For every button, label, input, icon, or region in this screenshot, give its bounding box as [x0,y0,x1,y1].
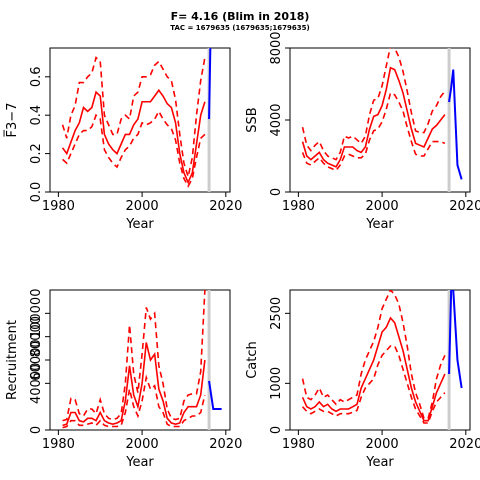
panel-ssb: 1980 2000 2020 0 4000 8000 Year SSB [245,31,480,232]
plot-frame [49,47,231,193]
x-tick-label: 2000 [126,199,159,214]
series-upper [301,48,446,161]
x-tick-label: 2020 [449,437,480,452]
y-tick-label: 2500 [269,297,284,330]
y-tick-label: 80000 [29,316,44,357]
x-axis-label: Year [125,217,154,232]
x-axis-label: Year [365,217,394,232]
x-tick-label: 1980 [282,199,315,214]
y-tick-label: 0.6 [29,66,44,87]
figure-subtitle: TAC = 1679635 (1679635;1679635) [170,24,309,32]
x-tick-label: 1980 [42,199,75,214]
series-projection [208,48,212,120]
series-upper [301,290,446,420]
series-upper [62,290,206,422]
x-axis-label: Year [125,455,154,470]
series-median [61,88,206,185]
y-tick-label: 0.0 [29,182,44,203]
y-axis-label: F̅3−7 [4,103,20,138]
x-tick-label: 2000 [366,437,399,452]
x-tick-label: 2020 [209,437,242,452]
series-lower [301,91,446,172]
series-group [301,290,463,424]
panel-fbar: 1980 2000 2020 0.0 0.2 0.4 0.6 Year F̅3−7 [4,47,242,232]
x-tick-label: 2020 [449,199,480,214]
series-lower [62,374,206,429]
y-axis-label: Catch [245,341,260,379]
series-group [61,48,212,188]
series-group [301,48,463,180]
x-tick-label: 2020 [209,199,242,214]
y-tick-label: 60000 [29,339,44,380]
series-median [301,316,446,422]
y-tick-label: 0.4 [29,105,44,126]
series-median [301,66,446,168]
series-projection [448,69,463,180]
x-axis-label: Year [365,455,394,470]
x-tick-label: 1980 [42,437,75,452]
x-tick-label: 2000 [366,199,399,214]
y-tick-label: 0 [29,426,44,434]
plot-frame [289,47,471,193]
panels: 1980 2000 2020 0.0 0.2 0.4 0.6 Year F̅3−7 1980 200… [4,31,480,470]
y-tick-label: 8000 [269,31,284,64]
series-projection [208,380,222,410]
y-tick-label: 0 [269,426,284,434]
x-tick-label: 1980 [282,437,315,452]
y-tick-label: 100000 [29,289,44,339]
plot-frame [289,289,471,431]
series-median [62,342,206,427]
y-tick-label: 0.2 [29,143,44,164]
figure-title: F= 4.16 (Blim in 2018) [171,10,310,23]
y-axis-label: Recruitment [5,320,20,400]
y-tick-label: 1000 [269,367,284,400]
y-tick-label: 0 [269,188,284,196]
x-tick-label: 2000 [126,437,159,452]
series-group [62,290,222,429]
y-tick-label: 4000 [269,103,284,136]
series-lower [62,109,206,188]
series-projection [448,290,463,389]
series-upper [61,56,206,180]
y-tick-label: 40000 [29,363,44,404]
panel-catch: 1980 2000 2020 0 1000 2500 Year Catch [245,289,480,470]
y-axis-label: SSB [245,107,260,132]
